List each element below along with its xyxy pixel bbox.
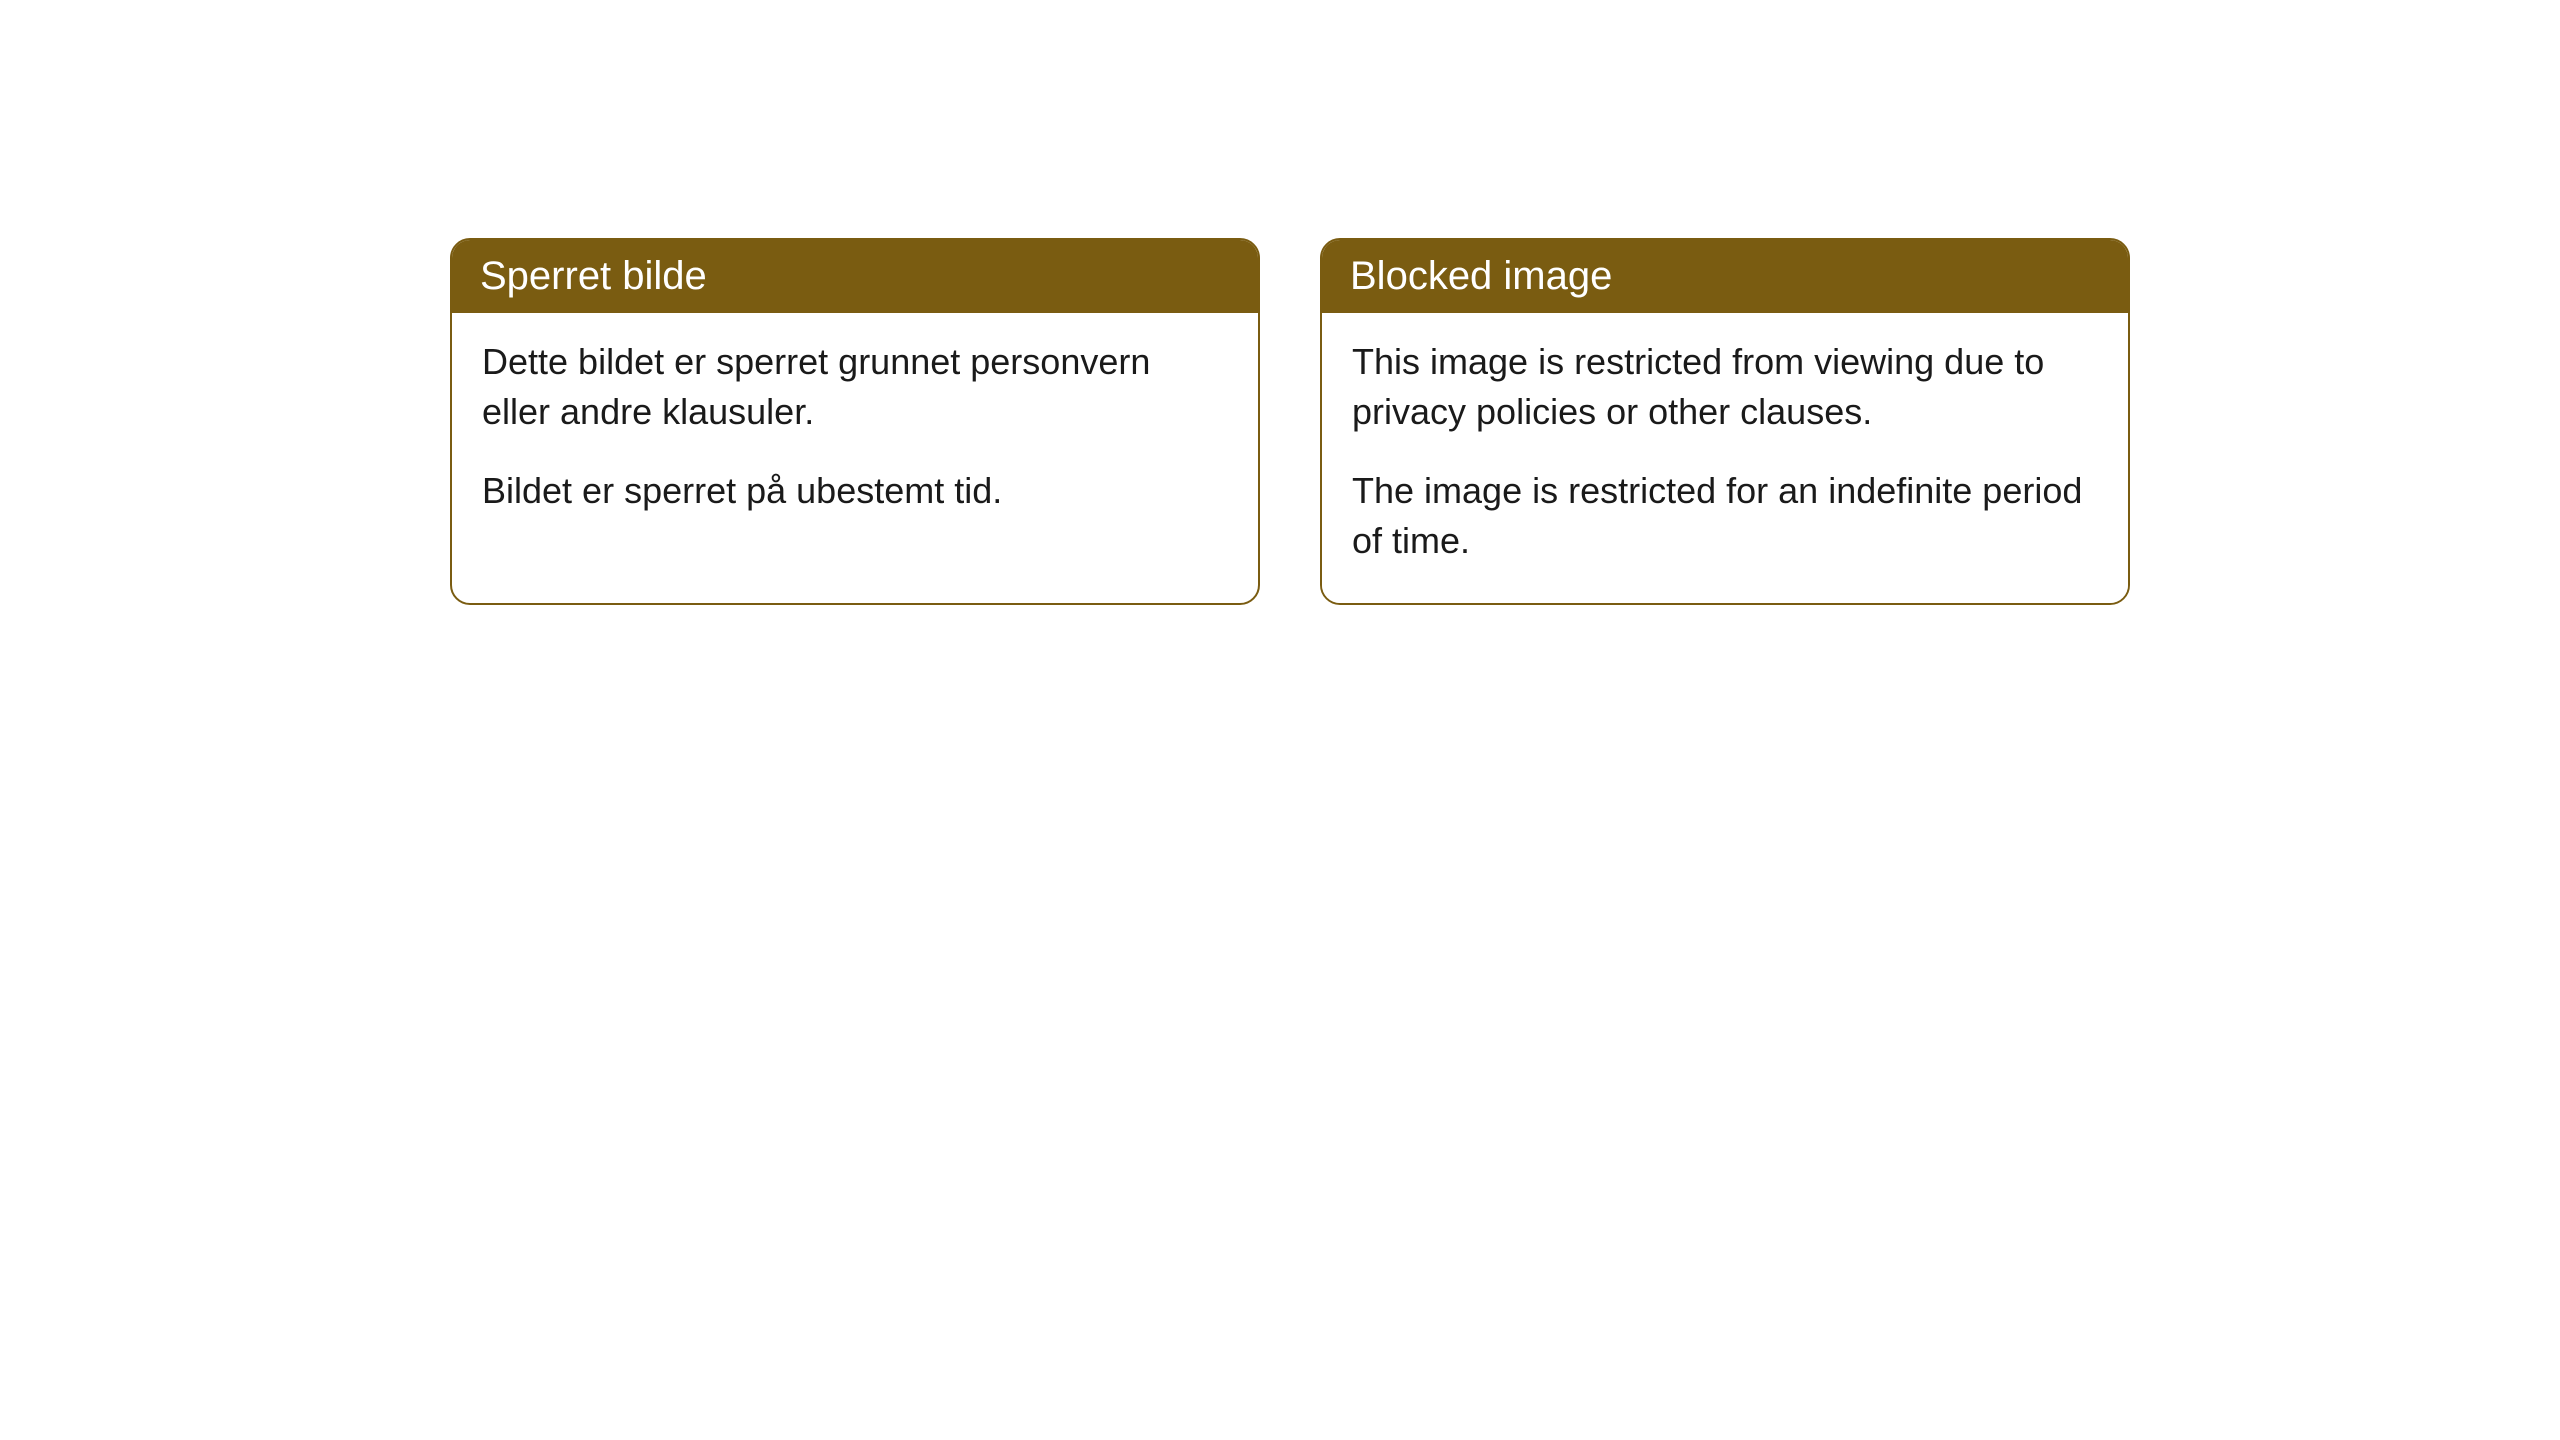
card-body-norwegian: Dette bildet er sperret grunnet personve… (452, 313, 1258, 552)
card-header-english: Blocked image (1322, 240, 2128, 313)
card-title: Blocked image (1350, 254, 1612, 298)
card-paragraph-1: This image is restricted from viewing du… (1352, 337, 2098, 438)
card-paragraph-1: Dette bildet er sperret grunnet personve… (482, 337, 1228, 438)
card-paragraph-2: The image is restricted for an indefinit… (1352, 466, 2098, 567)
notice-card-english: Blocked image This image is restricted f… (1320, 238, 2130, 605)
card-paragraph-2: Bildet er sperret på ubestemt tid. (482, 466, 1228, 516)
card-title: Sperret bilde (480, 254, 707, 298)
card-body-english: This image is restricted from viewing du… (1322, 313, 2128, 603)
notice-card-norwegian: Sperret bilde Dette bildet er sperret gr… (450, 238, 1260, 605)
notice-cards-container: Sperret bilde Dette bildet er sperret gr… (450, 238, 2130, 605)
card-header-norwegian: Sperret bilde (452, 240, 1258, 313)
